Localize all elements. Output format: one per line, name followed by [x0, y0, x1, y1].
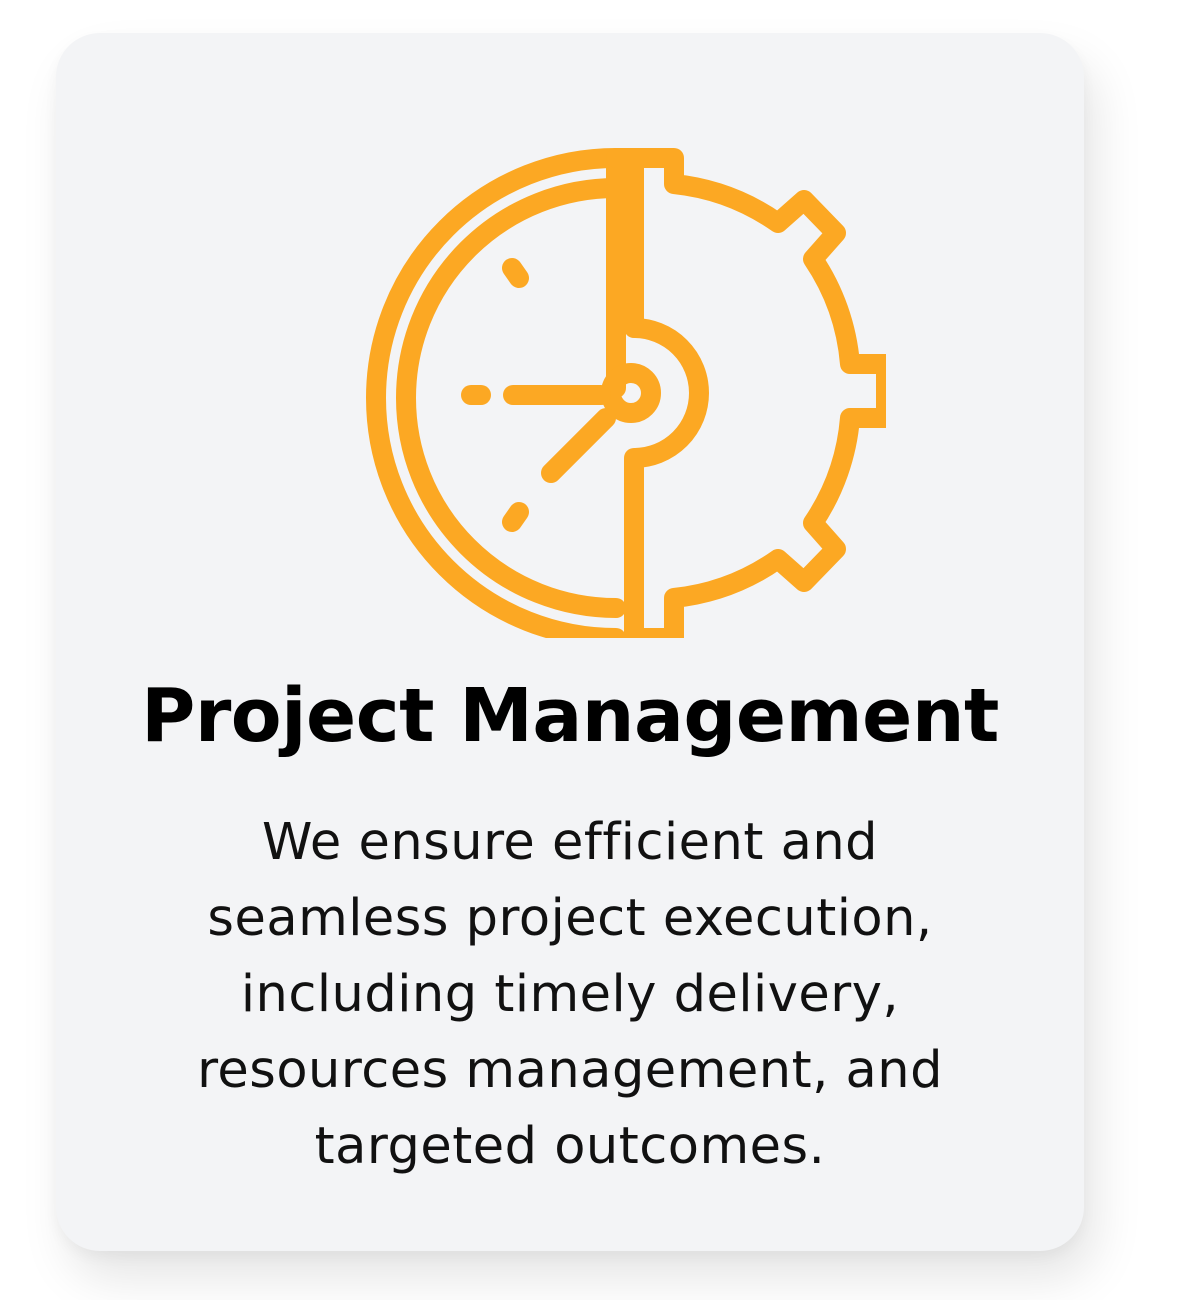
service-card: Project Management We ensure efficient a… [56, 33, 1084, 1251]
clock-gear-icon [366, 118, 886, 638]
card-title: Project Management [141, 673, 999, 759]
card-description: We ensure efficient and seamless project… [197, 813, 943, 1176]
